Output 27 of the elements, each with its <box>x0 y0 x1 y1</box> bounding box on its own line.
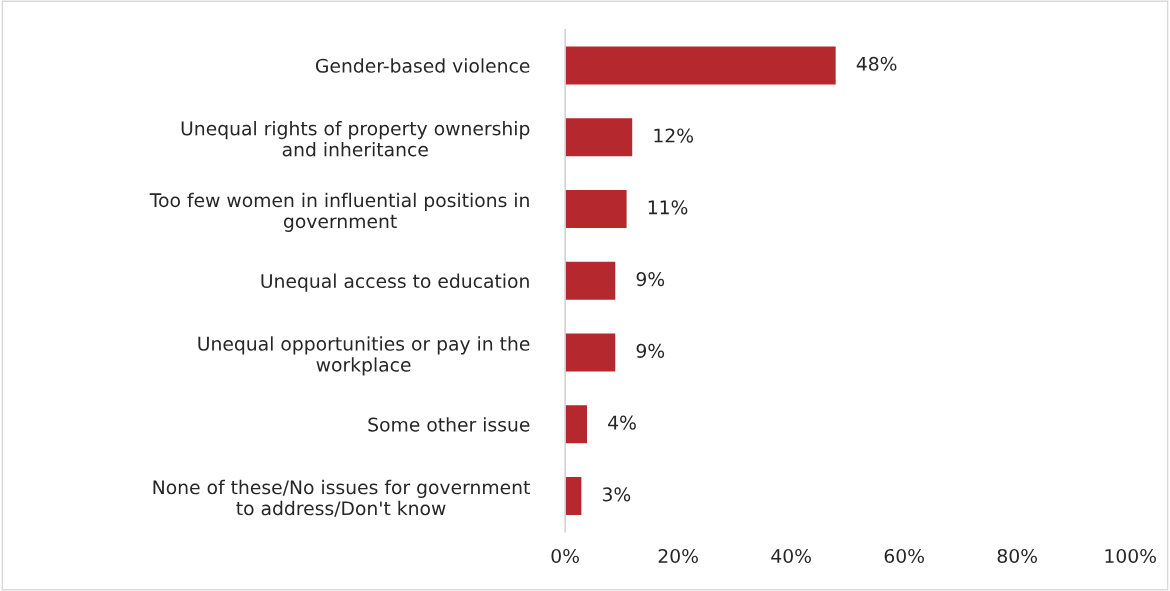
data-label: 12% <box>654 128 694 143</box>
data-label: 3% <box>602 487 631 502</box>
y-tick-label: Some other issue <box>368 417 530 432</box>
y-tick-label: Unequal access to education <box>261 273 529 292</box>
bar <box>565 116 634 158</box>
bar <box>565 260 617 302</box>
bar <box>565 332 617 373</box>
data-label: 4% <box>608 415 636 430</box>
x-tick-label: 0% <box>551 548 579 564</box>
y-tick-label: Gender-based violence <box>315 58 530 73</box>
x-tick-label: 60% <box>884 548 924 564</box>
data-label: 11% <box>648 200 688 215</box>
bar <box>565 403 589 445</box>
y-tick-label: Too few women in influential positions in government <box>149 192 529 232</box>
y-tick-label: Unequal opportunities or pay in the workplace <box>198 336 530 376</box>
data-label: 9% <box>636 343 665 358</box>
x-tick-label: 20% <box>658 548 698 564</box>
data-label: 48% <box>856 56 897 71</box>
x-tick-label: 80% <box>997 548 1037 564</box>
y-tick-label: None of these/No issues for government to address/Don't know <box>153 479 530 517</box>
x-tick-label: 100% <box>1105 548 1156 564</box>
bar <box>565 475 583 517</box>
bar <box>565 45 838 86</box>
data-label: 9% <box>636 271 665 287</box>
y-tick-label: Unequal rights of property ownership and inheritance <box>181 121 530 157</box>
x-tick-label: 40% <box>771 548 811 564</box>
bar <box>565 188 628 230</box>
